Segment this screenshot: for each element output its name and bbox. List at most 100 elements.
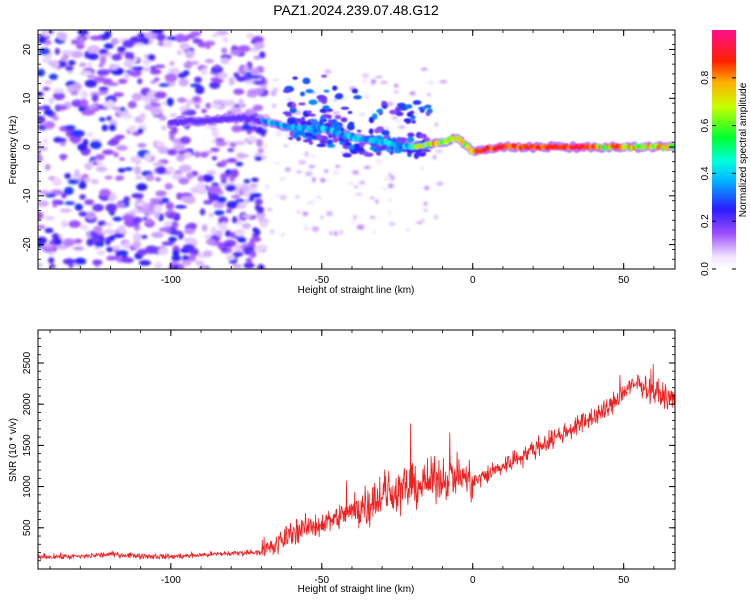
heatmap-cell: [117, 167, 126, 173]
heatmap-cell: [38, 106, 45, 111]
heatmap-cell: [103, 30, 112, 39]
heatmap-cell: [380, 144, 387, 151]
heatmap-cell: [194, 260, 204, 266]
heatmap-cell: [112, 233, 125, 238]
colorbar-tick-label: 0.2: [700, 214, 711, 228]
heatmap-cell: [426, 93, 432, 97]
heatmap-cell: [171, 125, 178, 135]
heatmap-cell: [391, 116, 398, 120]
heatmap-cell: [424, 104, 432, 109]
heatmap-cell: [309, 154, 318, 158]
heatmap-cell: [234, 228, 245, 237]
heatmap-cell: [67, 59, 76, 66]
heatmap-cell: [210, 147, 220, 152]
heatmap-cell: [318, 95, 328, 101]
heatmap-cell: [374, 128, 380, 134]
heatmap-cell: [254, 204, 261, 211]
heatmap-cell: [353, 95, 362, 100]
heatmap-cell: [98, 86, 109, 91]
heatmap-cell: [280, 232, 285, 237]
heatmap-cell: [74, 203, 83, 211]
heatmap-cell: [323, 169, 329, 173]
heatmap-cell: [288, 136, 294, 141]
heatmap-cell: [332, 136, 339, 143]
heatmap-cell: [176, 50, 183, 56]
heatmap-cell: [265, 184, 269, 189]
heatmap-cell: [168, 236, 177, 243]
heatmap-cell: [67, 179, 80, 185]
heatmap-cell: [105, 246, 114, 253]
heatmap-cell: [252, 227, 259, 233]
snr-series-line: [38, 363, 675, 560]
heatmap-cell: [243, 179, 251, 184]
heatmap-cell: [215, 230, 223, 237]
heatmap-cell: [236, 204, 246, 209]
x-tick-label: -100: [161, 575, 181, 586]
heatmap-cell: [208, 212, 215, 218]
heatmap-cell: [131, 216, 143, 224]
heatmap-cell: [348, 180, 353, 187]
heatmap-cell: [181, 255, 190, 262]
heatmap-cell: [432, 154, 437, 160]
colorbar-tick-label: 0.8: [700, 70, 711, 84]
heatmap-cell: [144, 104, 154, 111]
heatmap-cell: [121, 257, 134, 264]
heatmap-cell: [353, 143, 362, 149]
heatmap-cell: [302, 211, 309, 217]
figure-title: PAZ1.2024.239.07.48.G12: [273, 2, 439, 18]
snr-panel: -100 -50 0 50 500 1000 1500 2000 2500 Height of…: [8, 329, 676, 595]
heatmap-cell: [385, 147, 392, 153]
heatmap-cell: [270, 229, 275, 234]
heatmap-cell: [259, 51, 266, 59]
heatmap-cell: [111, 245, 122, 250]
heatmap-cell: [178, 177, 190, 185]
heatmap-cell: [123, 72, 130, 80]
heatmap-cell: [283, 144, 289, 148]
heatmap-cell: [350, 150, 359, 155]
heatmap-cell: [38, 236, 47, 245]
heatmap-cell: [195, 85, 205, 95]
heatmap-cell: [279, 176, 286, 181]
heatmap-cell: [130, 155, 142, 164]
heatmap-cell: [257, 147, 264, 154]
heatmap-cell: [348, 80, 353, 84]
heatmap-cell: [122, 39, 135, 48]
heatmap-cell: [227, 148, 235, 153]
heatmap-cell: [376, 158, 382, 163]
heatmap-cell: [201, 67, 208, 76]
y-tick-label: 1000: [22, 475, 33, 498]
heatmap-cell: [406, 111, 413, 117]
heatmap-cell: [381, 129, 390, 136]
y-tick-label: -20: [22, 237, 33, 252]
heatmap-cell: [375, 199, 379, 204]
heatmap-cell: [334, 115, 342, 120]
heatmap-cell: [259, 221, 268, 228]
heatmap-cell: [176, 97, 187, 103]
heatmap-cell: [43, 121, 56, 130]
heatmap-cell: [232, 216, 238, 224]
snr-frame: [37, 329, 676, 570]
heatmap-cell: [439, 80, 448, 84]
heatmap-cell: [87, 45, 100, 54]
heatmap-cell: [237, 45, 251, 53]
heatmap-cell: [56, 104, 68, 111]
colorbar-gradient: [712, 30, 736, 269]
spectrogram-frame: [37, 29, 676, 270]
heatmap-cell: [275, 132, 283, 137]
heatmap-cell: [213, 210, 225, 216]
heatmap-cell: [412, 100, 422, 105]
heatmap-cell: [271, 78, 280, 82]
heatmap-cell: [74, 169, 80, 177]
heatmap-cell: [330, 123, 339, 127]
heatmap-cell: [155, 141, 165, 148]
heatmap-cell: [416, 221, 423, 224]
heatmap-cell: [124, 167, 133, 171]
heatmap-cell: [42, 139, 48, 144]
heatmap-cell: [213, 79, 224, 84]
heatmap-cell: [113, 152, 119, 158]
heatmap-cell: [62, 238, 75, 247]
heatmap-cell: [79, 194, 86, 200]
heatmap-cell: [172, 143, 186, 152]
heatmap-cell: [249, 251, 257, 258]
heatmap-cell: [380, 81, 388, 84]
